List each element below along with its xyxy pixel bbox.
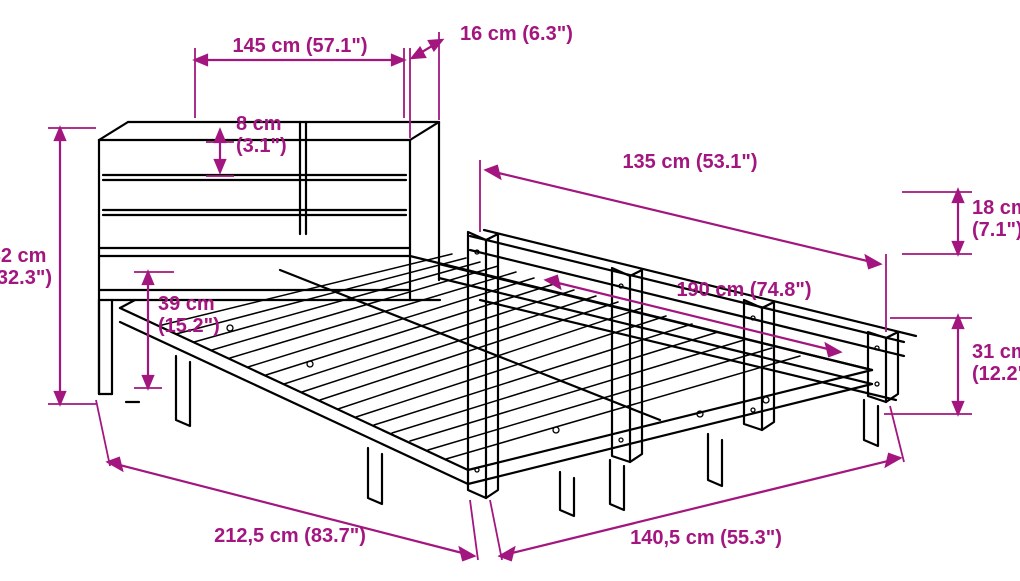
label-total-length: 212,5 cm (83.7") (214, 525, 366, 547)
dim-footboard-h (902, 190, 972, 254)
label-slat-height: 39 cm (15.2") (158, 293, 220, 337)
label-inner-length: 190 cm (74.8") (676, 279, 811, 301)
label-total-width: 140,5 cm (55.3") (630, 527, 782, 549)
bed-drawing (99, 122, 916, 516)
bed-dimension-diagram: 145 cm (57.1") 16 cm (6.3") 8 cm (3.1") … (0, 0, 1020, 581)
label-shelf-gap: 8 cm (3.1") (236, 113, 287, 157)
dim-inner-width (480, 160, 886, 332)
dim-total-height (48, 128, 96, 404)
label-top-width: 145 cm (57.1") (232, 35, 367, 57)
label-inner-width: 135 cm (53.1") (622, 151, 757, 173)
label-top-depth: 16 cm (6.3") (460, 23, 573, 45)
dim-top-width (195, 48, 404, 118)
dim-shelf-gap (206, 130, 234, 176)
label-leg-height: 31 cm (12.2") (972, 341, 1020, 385)
label-footboard-h: 18 cm (7.1") (972, 197, 1020, 241)
label-total-height: 82 cm (32.3") (0, 245, 52, 289)
